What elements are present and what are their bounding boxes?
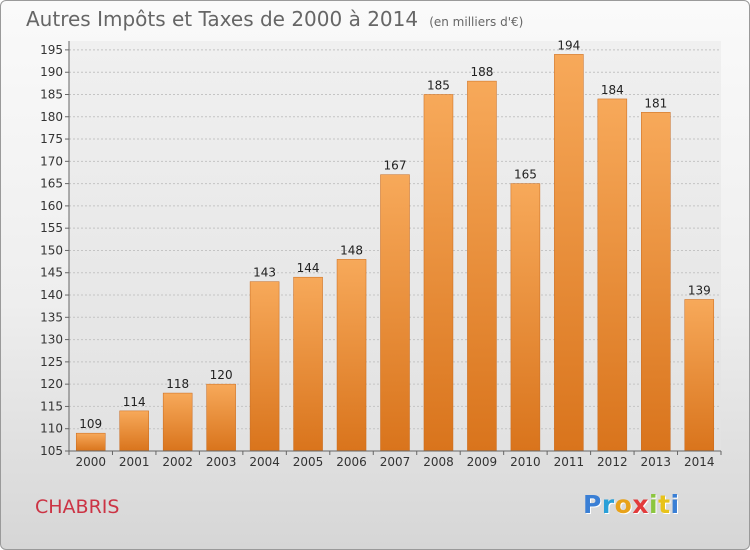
bar-2009 xyxy=(467,80,497,452)
x-tick-label-2002: 2002 xyxy=(162,455,193,469)
bar-2002 xyxy=(162,392,193,452)
data-label-2000: 109 xyxy=(79,417,102,431)
y-tick-label: 120 xyxy=(40,377,63,391)
bar-2005 xyxy=(293,276,323,452)
x-tick-label-2012: 2012 xyxy=(597,455,628,469)
y-tick-label: 115 xyxy=(40,399,63,413)
bar-2004 xyxy=(249,281,280,452)
data-label-2006: 148 xyxy=(340,243,363,257)
data-label-2011: 194 xyxy=(557,38,580,52)
logo-letter: r xyxy=(601,490,615,519)
data-label-2002: 118 xyxy=(166,377,189,391)
y-tick-label: 175 xyxy=(40,132,63,146)
y-tick-label: 125 xyxy=(40,355,63,369)
y-tick-label: 195 xyxy=(40,43,63,57)
x-tick-label-2010: 2010 xyxy=(510,455,541,469)
y-tick-label: 130 xyxy=(40,333,63,347)
bar-2011 xyxy=(554,54,584,452)
y-tick-label: 110 xyxy=(40,422,63,436)
data-label-2003: 120 xyxy=(210,368,233,382)
proxiti-logo: Proxiti xyxy=(583,490,680,519)
bar-2001 xyxy=(119,410,149,452)
y-tick-label: 105 xyxy=(40,444,63,458)
x-tick-label-2011: 2011 xyxy=(554,455,585,469)
data-label-2013: 181 xyxy=(644,96,667,110)
data-label-2007: 167 xyxy=(384,159,407,173)
bar-2006 xyxy=(336,259,367,452)
data-label-2001: 114 xyxy=(123,395,146,409)
x-tick-label-2005: 2005 xyxy=(293,455,324,469)
x-tick-label-2001: 2001 xyxy=(119,455,150,469)
data-label-2005: 144 xyxy=(297,261,320,275)
x-tick-label-2004: 2004 xyxy=(249,455,280,469)
x-tick-label-2000: 2000 xyxy=(75,455,106,469)
x-tick-label-2006: 2006 xyxy=(336,455,367,469)
x-axis: 2000 2001 2002 2003 2004 2005 2006 2007 2008 2009… xyxy=(68,450,722,469)
bar-2000 xyxy=(75,432,106,452)
logo-letter: t xyxy=(658,490,671,519)
y-tick-label: 165 xyxy=(40,177,63,191)
y-tick-label: 185 xyxy=(40,87,63,101)
commune-name: CHABRIS xyxy=(35,496,120,518)
x-tick-label-2007: 2007 xyxy=(380,455,411,469)
x-tick-label-2003: 2003 xyxy=(206,455,237,469)
bar-2003 xyxy=(206,383,236,452)
y-tick-label: 170 xyxy=(40,154,63,168)
chart-title: Autres Impôts et Taxes de 2000 à 2014 xyxy=(26,7,419,31)
bar-2014 xyxy=(684,299,715,452)
y-tick-label: 160 xyxy=(40,199,63,213)
y-tick-label: 145 xyxy=(40,266,63,280)
bars: 109 114 118 120 143 144 148 167 185 188 165 194 184 1… xyxy=(75,38,715,452)
y-tick-label: 140 xyxy=(40,288,63,302)
logo-letter: i xyxy=(670,490,680,519)
logo-letter: o xyxy=(614,490,633,519)
data-label-2012: 184 xyxy=(601,83,624,97)
data-label-2009: 188 xyxy=(470,65,493,79)
bar-2013 xyxy=(641,112,671,452)
data-label-2014: 139 xyxy=(688,283,711,297)
data-label-2010: 165 xyxy=(514,168,537,182)
y-tick-label: 150 xyxy=(40,243,63,257)
x-tick-label-2013: 2013 xyxy=(641,455,672,469)
chart-title-block: Autres Impôts et Taxes de 2000 à 2014 (e… xyxy=(26,7,523,31)
logo-letter: x xyxy=(632,490,649,519)
x-tick-label-2009: 2009 xyxy=(467,455,498,469)
y-tick-label: 180 xyxy=(40,110,63,124)
y-axis: 105 110 115 120 125 130 135 140 145 150 155 160 165 1… xyxy=(40,41,70,458)
y-tick-label: 190 xyxy=(40,65,63,79)
x-tick-label-2014: 2014 xyxy=(684,455,715,469)
bar-2008 xyxy=(423,94,454,452)
bar-2007 xyxy=(380,174,410,452)
data-label-2004: 143 xyxy=(253,266,276,280)
logo-letter: P xyxy=(583,490,602,519)
y-tick-label: 135 xyxy=(40,310,63,324)
bar-2012 xyxy=(597,98,628,452)
logo-letter: i xyxy=(649,490,659,519)
data-label-2008: 185 xyxy=(427,78,450,92)
y-tick-label: 155 xyxy=(40,221,63,235)
x-tick-label-2008: 2008 xyxy=(423,455,454,469)
bar-2010 xyxy=(510,183,541,452)
chart-subtitle: (en milliers d'€) xyxy=(429,15,524,29)
